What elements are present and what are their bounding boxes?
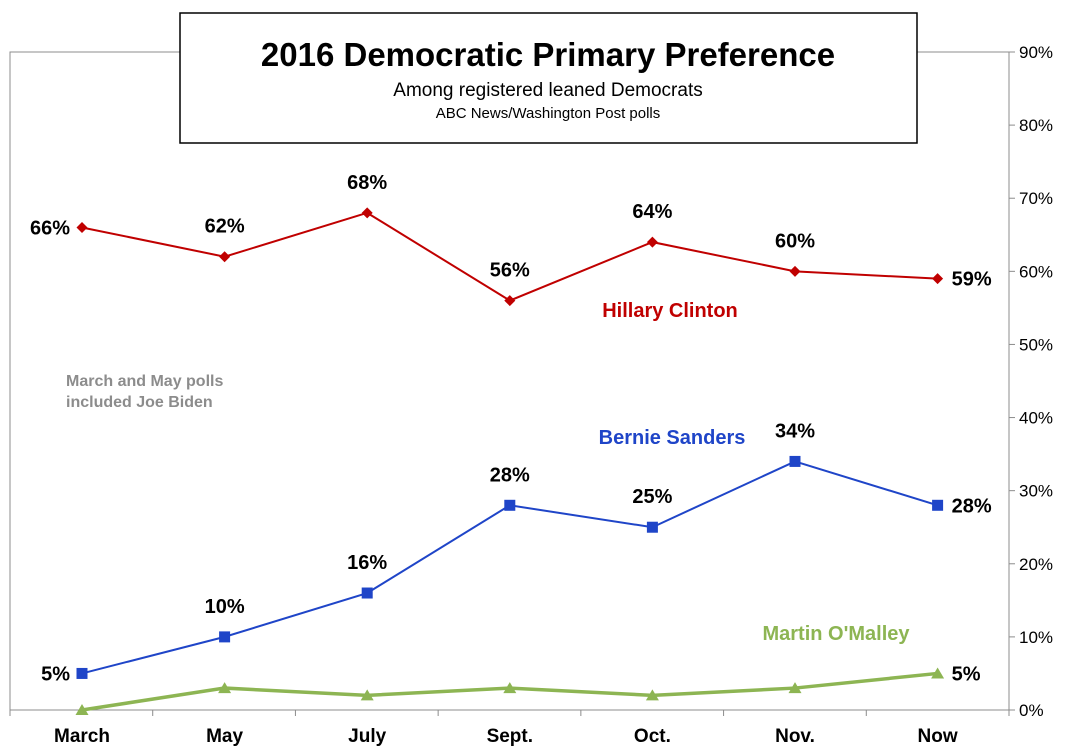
data-label: 56%	[490, 260, 530, 282]
data-label: 5%	[41, 663, 70, 685]
series-point	[789, 265, 801, 277]
data-label: 28%	[952, 495, 992, 517]
series-label-bernie-sanders: Bernie Sanders	[599, 427, 746, 449]
series-point	[360, 689, 374, 701]
series-point	[76, 221, 88, 233]
series-label-martin-omalley: Martin O'Malley	[762, 623, 910, 645]
x-tick-label: July	[348, 726, 386, 747]
y-tick-label: 10%	[1019, 628, 1053, 647]
x-axis: March May July Sept. Oct. Nov. Now	[9, 710, 1010, 747]
series-point	[931, 667, 945, 679]
chart-source: ABC News/Washington Post polls	[436, 105, 661, 122]
data-label: 64%	[632, 201, 672, 223]
data-label: 16%	[347, 552, 387, 574]
x-tick-label: Sept.	[487, 726, 533, 747]
series-point	[219, 251, 231, 263]
series-point	[504, 295, 516, 307]
title-box	[179, 12, 918, 144]
series-point	[75, 704, 89, 715]
y-tick-label: 80%	[1019, 116, 1053, 135]
data-label: 62%	[205, 216, 245, 238]
data-label: 59%	[952, 269, 992, 291]
series-layer	[75, 207, 945, 715]
series-point	[932, 273, 944, 285]
series-point	[361, 207, 373, 219]
biden-note-line1: March and May polls	[66, 373, 223, 390]
series-label-hillary-clinton: Hillary Clinton	[602, 300, 738, 322]
series-point	[361, 587, 373, 599]
data-label: 66%	[30, 217, 70, 239]
y-tick-label: 30%	[1019, 482, 1053, 501]
y-axis: 0% 10% 20% 30% 40% 50% 60% 70% 80% 90%	[1009, 43, 1053, 720]
data-label: 5%	[952, 663, 981, 685]
series-point	[932, 499, 944, 511]
series-point	[646, 236, 658, 248]
x-tick-label: May	[206, 726, 243, 747]
series-point	[789, 455, 801, 467]
biden-note-line2: included Joe Biden	[66, 394, 213, 411]
y-tick-label: 60%	[1019, 262, 1053, 281]
series-point	[645, 689, 659, 701]
y-tick-label: 50%	[1019, 335, 1053, 354]
x-tick-label: Nov.	[775, 726, 815, 747]
series-point	[219, 631, 231, 643]
y-tick-label: 40%	[1019, 409, 1053, 428]
data-label: 28%	[490, 464, 530, 486]
series-point	[504, 499, 516, 511]
x-tick-label: Now	[918, 726, 958, 747]
chart-title: 2016 Democratic Primary Preference	[261, 36, 835, 73]
data-label: 60%	[775, 230, 815, 252]
series-point	[646, 521, 658, 533]
x-tick-label: March	[54, 726, 110, 747]
y-tick-label: 20%	[1019, 555, 1053, 574]
y-tick-label: 70%	[1019, 189, 1053, 208]
series-point	[218, 682, 232, 694]
series-point	[76, 667, 88, 679]
data-label: 10%	[205, 596, 245, 618]
chart-subtitle: Among registered leaned Democrats	[393, 80, 702, 101]
y-tick-label: 90%	[1019, 43, 1053, 62]
data-label: 68%	[347, 172, 387, 194]
data-label: 34%	[775, 420, 815, 442]
x-tick-label: Oct.	[634, 726, 671, 747]
series-point	[788, 682, 802, 694]
series-point	[503, 682, 517, 694]
data-label: 25%	[632, 486, 672, 508]
data-labels: 66% 62% 68% 56% 64% 60% 59% 5% 10% 16% 28% 25% 34% 28…	[30, 172, 992, 686]
y-tick-label: 0%	[1019, 701, 1044, 720]
